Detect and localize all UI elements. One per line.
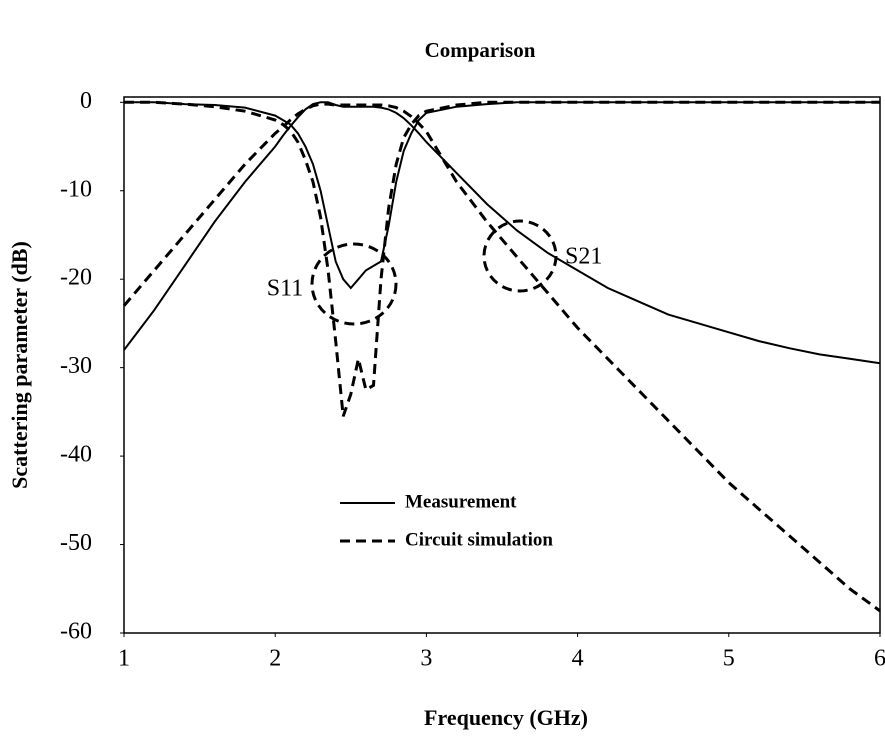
annotation: S11 xyxy=(267,276,303,302)
y-tick-label: -10 xyxy=(60,176,92,202)
legend-label: Measurement xyxy=(405,491,517,512)
y-tick-label: -50 xyxy=(60,530,92,556)
x-tick-label: 1 xyxy=(118,646,130,672)
legend-label: Circuit simulation xyxy=(405,529,553,550)
annotation: S21 xyxy=(565,244,602,270)
x-tick-label: 6 xyxy=(874,646,885,672)
y-tick-label: 0 xyxy=(80,88,92,114)
x-tick-label: 4 xyxy=(572,646,584,672)
chart-title: Comparison xyxy=(425,38,536,62)
series-line xyxy=(124,101,880,290)
annotation-circle xyxy=(482,219,558,293)
y-tick-label: -20 xyxy=(60,265,92,291)
x-tick-label: 2 xyxy=(269,646,281,672)
plot-frame xyxy=(123,96,881,634)
y-tick-label: -60 xyxy=(60,619,92,645)
series-line xyxy=(124,100,880,417)
y-axis-title: Scattering parameter (dB) xyxy=(7,241,32,489)
y-tick-label: -30 xyxy=(60,353,92,379)
x-tick-label: 5 xyxy=(723,646,735,672)
x-tick-label: 3 xyxy=(420,646,432,672)
annotation-circle xyxy=(310,242,398,326)
y-tick-label: -40 xyxy=(60,442,92,468)
series-line xyxy=(122,102,881,613)
x-axis-title: Frequency (GHz) xyxy=(424,705,588,730)
series-line xyxy=(123,101,881,365)
